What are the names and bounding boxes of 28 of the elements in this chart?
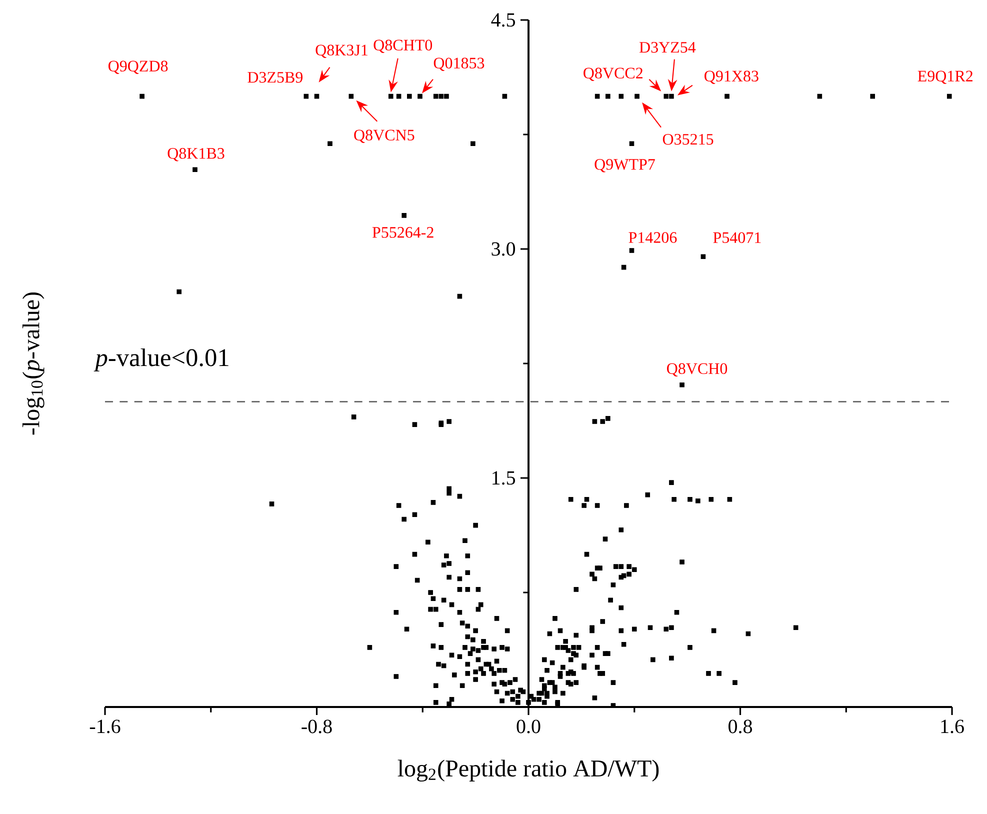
annotation: Q8CHT0	[374, 40, 432, 53]
annotation: P14206	[628, 232, 677, 243]
annotation: Q8VCC2	[584, 68, 642, 81]
y-tick-label: 1.5	[492, 471, 516, 485]
x-tick-label: 1.6	[941, 720, 964, 734]
y-tick-label: 4.5	[491, 13, 516, 27]
x-tick-label: 0.8	[728, 720, 752, 734]
annotation: D3Z5B9	[248, 72, 303, 83]
annotation: D3YZ54	[639, 42, 696, 53]
annotation: Q8VCH0	[667, 363, 728, 376]
x-tick-label: 0.0	[516, 720, 540, 734]
annotation: P54071	[713, 232, 761, 244]
annotation: E9Q1R2	[918, 70, 972, 84]
x-axis-title: log$_{2}$(Peptide ratio AD/WT)	[398, 760, 659, 782]
x-tick-label: -1.6	[90, 720, 120, 734]
annotation: Q8VCN5	[354, 130, 414, 143]
annotation: Q91X83	[704, 70, 758, 84]
annotation: Q8K3J1	[316, 44, 368, 58]
annotation: Q9WTP7	[594, 159, 655, 172]
annotation: O35215	[662, 134, 714, 145]
annotation: P55264-2	[372, 227, 434, 238]
ref-line-label: p-value<0.01	[94, 348, 228, 372]
x-tick-label: -0.8	[302, 720, 332, 734]
y-axis-title: -log$_{10}$(p-value)	[22, 292, 44, 435]
annotation: Q01853	[434, 58, 484, 71]
annotation: Q9QZD8	[108, 60, 168, 74]
y-tick-label: 3.0	[492, 242, 516, 256]
annotation: Q8K1B3	[168, 148, 224, 162]
